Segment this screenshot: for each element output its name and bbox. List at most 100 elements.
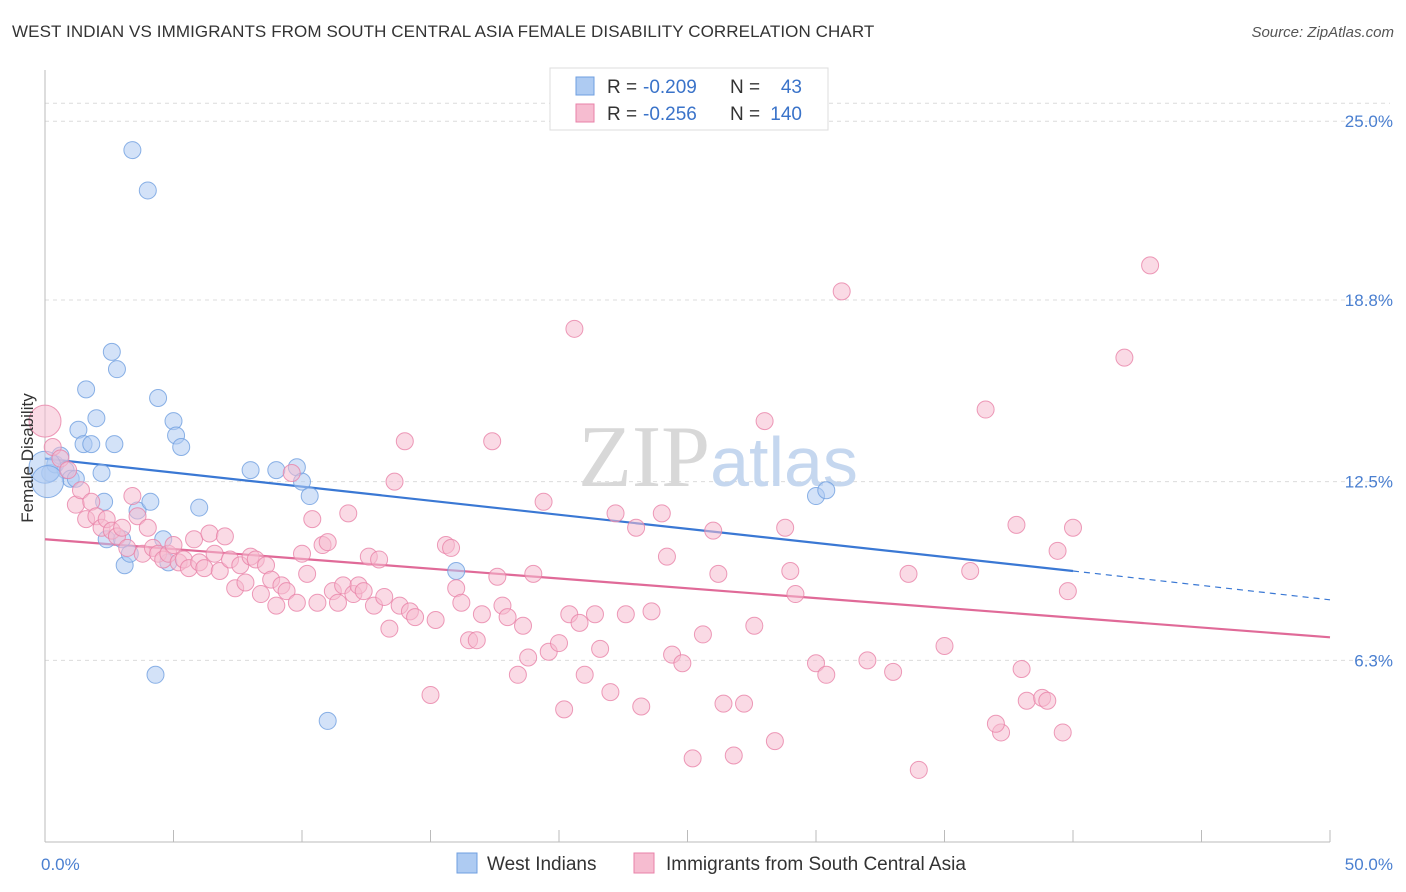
stats-legend: R = -0.209 N = 43 R = -0.256 N = 140 <box>549 67 829 131</box>
point-1-66 <box>385 472 404 491</box>
point-1-81 <box>488 567 507 586</box>
point-1-86 <box>519 648 538 667</box>
point-1-132 <box>1007 515 1026 534</box>
point-1-48 <box>293 544 311 563</box>
point-1-119 <box>781 561 800 580</box>
source-label: Source: ZipAtlas.com <box>1251 24 1394 41</box>
y-tick-label-1: 12.5% <box>1345 473 1393 492</box>
point-1-40 <box>251 585 270 604</box>
point-1-51 <box>308 593 327 612</box>
point-1-84 <box>508 665 527 684</box>
watermark: ZIPatlas <box>578 409 858 506</box>
point-1-50 <box>303 510 322 529</box>
stats-legend-box <box>549 67 829 131</box>
point-1-127 <box>909 760 928 779</box>
point-1-100 <box>616 605 635 624</box>
point-0-31 <box>190 498 209 517</box>
trend-line-west-indians-extension <box>1072 570 1331 601</box>
y-tick-label-3: 25.0% <box>1345 112 1393 131</box>
point-1-128 <box>935 636 954 655</box>
point-1-93 <box>565 319 584 338</box>
point-1-65 <box>380 619 399 638</box>
point-1-129 <box>961 561 980 580</box>
point-1-113 <box>724 746 743 765</box>
stats-r-label-1: R = <box>607 104 637 125</box>
point-1-91 <box>555 700 574 719</box>
point-1-18 <box>138 518 157 537</box>
point-1-124 <box>858 651 877 670</box>
point-0-23 <box>141 492 160 511</box>
point-1-141 <box>1012 660 1031 679</box>
stats-n-value-1: 140 <box>770 104 802 125</box>
point-0-16 <box>107 360 126 379</box>
point-1-88 <box>534 492 553 511</box>
point-1-99 <box>606 504 625 523</box>
point-1-70 <box>406 608 425 627</box>
point-1-109 <box>693 625 712 644</box>
point-0-10 <box>87 409 106 428</box>
point-0-25 <box>149 389 168 408</box>
point-1-78 <box>467 631 486 650</box>
point-1-60 <box>354 582 373 601</box>
point-0-14 <box>102 342 121 361</box>
stats-n-label-1: N = <box>730 104 760 125</box>
point-1-133 <box>1017 691 1036 710</box>
point-1-79 <box>472 605 491 624</box>
watermark-zip: ZIP <box>578 409 710 506</box>
y-tick-label-0: 6.3% <box>1354 651 1393 670</box>
point-1-105 <box>657 547 676 566</box>
point-1-110 <box>704 521 723 540</box>
point-1-43 <box>267 596 286 615</box>
point-1-49 <box>298 564 317 583</box>
point-1-140 <box>986 714 1005 733</box>
y-axis-label: Female Disability <box>18 393 37 523</box>
stats-n-label-0: N = <box>730 77 760 98</box>
y-tick-label-2: 18.8% <box>1345 291 1393 310</box>
point-1-23 <box>164 536 183 555</box>
point-0-9 <box>82 435 101 454</box>
point-1-90 <box>550 634 568 653</box>
point-1-0 <box>28 404 62 438</box>
point-1-94 <box>570 613 589 632</box>
point-1-118 <box>776 518 795 537</box>
point-1-29 <box>195 559 214 578</box>
point-1-122 <box>817 665 836 684</box>
point-1-14 <box>118 538 137 557</box>
point-1-57 <box>339 504 358 523</box>
point-1-87 <box>524 564 543 583</box>
point-1-108 <box>683 749 702 768</box>
point-1-96 <box>585 605 604 624</box>
legend-label-0: West Indians <box>487 854 596 875</box>
point-1-33 <box>215 527 234 546</box>
legend-label-1: Immigrants from South Central Asia <box>666 854 966 875</box>
point-1-135 <box>1038 691 1057 710</box>
point-1-15 <box>123 487 142 506</box>
point-1-138 <box>1115 348 1134 367</box>
point-1-125 <box>884 662 903 681</box>
point-1-101 <box>627 518 646 537</box>
point-0-40 <box>817 481 836 500</box>
point-1-103 <box>642 602 661 621</box>
y-tick-labels: 6.3% 12.5% 18.8% 25.0% <box>1345 112 1393 670</box>
point-1-136 <box>1053 723 1072 742</box>
point-0-37 <box>318 711 337 730</box>
point-1-68 <box>395 432 414 451</box>
point-1-111 <box>709 564 728 583</box>
x-tick-labels: 0.0% 50.0% <box>41 855 1393 874</box>
legend-swatch-1 <box>633 852 655 874</box>
point-1-143 <box>1058 582 1077 601</box>
point-0-33 <box>267 461 286 480</box>
point-1-97 <box>591 639 610 658</box>
point-0-38 <box>447 561 466 580</box>
point-1-120 <box>786 585 805 604</box>
point-1-112 <box>714 694 733 713</box>
point-1-64 <box>375 587 394 606</box>
point-1-74 <box>442 538 461 557</box>
point-1-80 <box>483 432 502 451</box>
point-1-5 <box>71 481 90 500</box>
point-1-37 <box>236 573 255 592</box>
point-1-116 <box>755 412 774 431</box>
point-0-11 <box>92 463 111 482</box>
point-1-114 <box>735 694 754 713</box>
